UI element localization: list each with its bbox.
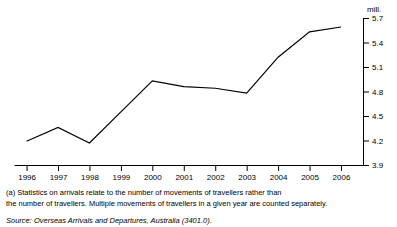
x-tick-label: 2000 xyxy=(144,173,162,182)
y-tick: 4.5 xyxy=(363,112,384,121)
chart: 1996 1997 1998 1999 2000 2001 2002 2003 2004 2005… xyxy=(0,0,397,227)
y-tick-label: 4.8 xyxy=(372,88,384,97)
plot: 1996 1997 1998 1999 2000 2001 2002 2003 2004 2005… xyxy=(15,5,384,182)
x-tick-label: 2002 xyxy=(207,173,225,182)
y-tick: 4.2 xyxy=(363,137,384,146)
x-tick-label: 2003 xyxy=(238,173,256,182)
footnote: (a) Statistics on arrivals relate to the… xyxy=(6,188,282,197)
source: Source: Overseas Arrivals and Departures… xyxy=(6,216,212,225)
y-label: mill. xyxy=(367,5,381,14)
y-axis: 3.9 4.2 4.5 4.8 5.1 5.4 5.7 xyxy=(363,14,384,170)
x-tick-mark xyxy=(310,165,311,171)
x-tick-label: 1996 xyxy=(18,173,36,182)
x-tick-label: 2006 xyxy=(333,173,351,182)
y-tick: 5.4 xyxy=(363,39,384,48)
y-tick-label: 4.2 xyxy=(372,137,384,146)
x-tick-mark xyxy=(89,165,90,171)
x-tick: 2001 xyxy=(175,165,193,182)
y-tick: 4.8 xyxy=(363,88,384,97)
x-tick-mark xyxy=(215,165,216,171)
x-tick: 2000 xyxy=(144,165,162,182)
y-tick-label: 5.7 xyxy=(372,14,384,23)
y-tick: 5.1 xyxy=(363,63,384,72)
y-tick-mark xyxy=(363,43,369,44)
x-tick: 2005 xyxy=(301,165,319,182)
y-tick-mark xyxy=(363,92,369,93)
y-tick-label: 3.9 xyxy=(372,161,384,170)
x-tick-label: 1998 xyxy=(81,173,99,182)
y-tick-mark xyxy=(363,165,369,166)
x-axis-line xyxy=(15,165,364,166)
x-tick: 2004 xyxy=(270,165,288,182)
y-tick-mark xyxy=(363,67,369,68)
x-tick: 2002 xyxy=(207,165,225,182)
x-tick-label: 2004 xyxy=(270,173,288,182)
x-tick-mark xyxy=(278,165,279,171)
marks xyxy=(27,27,341,143)
x-tick-mark xyxy=(58,165,59,171)
x-tick-mark xyxy=(152,165,153,171)
x-tick-mark xyxy=(184,165,185,171)
y-tick: 5.7 xyxy=(363,14,384,23)
x-tick-label: 1997 xyxy=(50,173,68,182)
y-tick-mark xyxy=(363,116,369,117)
x-tick-label: 1999 xyxy=(113,173,131,182)
y-tick-label: 5.4 xyxy=(372,39,384,48)
y-tick-label: 4.5 xyxy=(372,112,384,121)
x-tick-mark xyxy=(121,165,122,171)
x-tick: 1999 xyxy=(113,165,131,182)
x-tick-mark xyxy=(27,165,28,171)
series-line xyxy=(27,27,341,143)
x-tick: 1996 xyxy=(18,165,36,182)
x-tick-mark xyxy=(341,165,342,171)
y-tick-mark xyxy=(363,141,369,142)
x-tick: 1997 xyxy=(50,165,68,182)
x-tick-label: 2001 xyxy=(175,173,193,182)
x-tick: 1998 xyxy=(81,165,99,182)
x-tick: 2003 xyxy=(238,165,256,182)
footnote: the number of travellers. Multiple movem… xyxy=(6,199,327,208)
x-tick-label: 2005 xyxy=(301,173,319,182)
x-tick-mark xyxy=(247,165,248,171)
y-tick-mark xyxy=(363,18,369,19)
y-tick: 3.9 xyxy=(363,161,384,170)
x-tick: 2006 xyxy=(333,165,351,182)
x-axis: 1996 1997 1998 1999 2000 2001 2002 2003 2004 2005… xyxy=(15,165,364,182)
y-tick-label: 5.1 xyxy=(372,63,384,72)
